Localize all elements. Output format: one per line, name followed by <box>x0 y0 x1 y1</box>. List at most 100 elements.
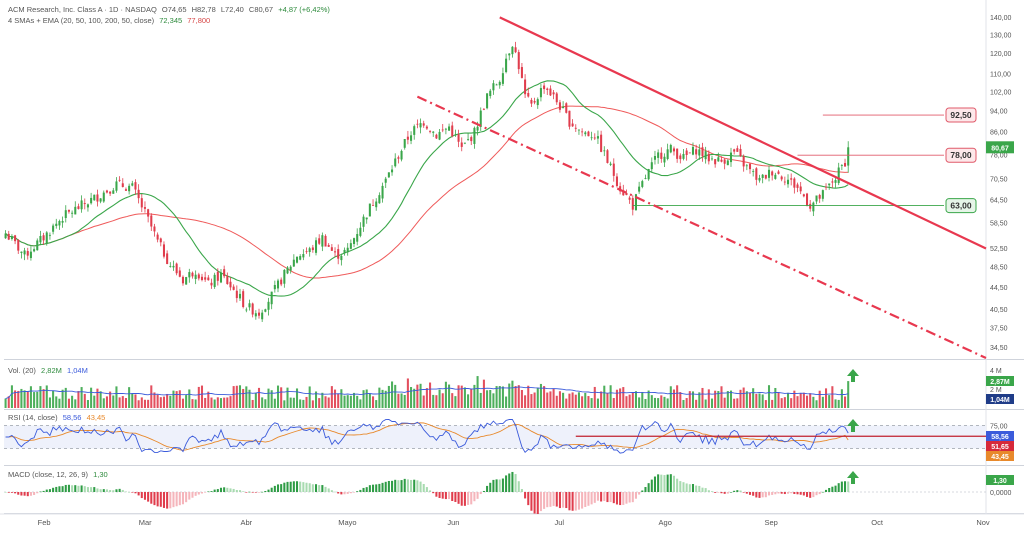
macd-histogram-bar <box>657 474 660 492</box>
macd-histogram-bar <box>327 488 330 492</box>
candle-body <box>232 286 235 290</box>
candle-body <box>710 158 714 160</box>
macd-histogram-bar <box>425 487 428 492</box>
rsi-legend[interactable]: RSI (14, close) 58,56 43,45 <box>8 413 108 422</box>
macd-histogram-bar <box>270 487 273 492</box>
macd-histogram-bar <box>444 492 447 500</box>
rsi-label: RSI (14, close) <box>8 413 58 422</box>
macd-histogram-bar <box>210 491 213 492</box>
macd-histogram-bar <box>74 485 77 492</box>
ohlc-open: O74,65 <box>161 5 187 14</box>
macd-histogram-bar <box>460 492 463 506</box>
macd-histogram-bar <box>410 479 413 492</box>
candle-body <box>511 46 514 55</box>
candle-body <box>74 206 77 215</box>
volume-bar <box>23 390 26 408</box>
ma-legend[interactable]: 4 SMAs + EMA (20, 50, 100, 200, 50, clos… <box>8 16 213 25</box>
volume-bar <box>524 395 527 408</box>
macd-histogram-bar <box>58 486 61 492</box>
volume-bar <box>676 385 679 408</box>
candle-body <box>311 247 314 251</box>
volume-bar <box>365 389 368 408</box>
candle-body <box>672 148 676 152</box>
macd-histogram-bar <box>207 491 210 493</box>
candle-body <box>128 185 131 192</box>
volume-bar <box>359 399 362 408</box>
candle-body <box>571 123 574 127</box>
macd-histogram-bar <box>625 492 628 504</box>
volume-bar <box>48 397 51 408</box>
macd-histogram-bar <box>115 489 118 492</box>
macd-histogram-bar <box>726 492 729 494</box>
candle-body <box>577 129 580 131</box>
price-tick-label: 64,50 <box>990 198 1008 205</box>
volume-bar <box>112 395 115 408</box>
candle-body <box>229 281 232 288</box>
volume-bar <box>495 386 498 408</box>
candle-body <box>302 254 305 258</box>
volume-bar <box>4 398 7 408</box>
volume-bar <box>273 398 276 408</box>
volume-bar <box>185 395 188 408</box>
candle-body <box>400 150 403 160</box>
volume-bar <box>403 394 406 408</box>
level-label: 92,50 <box>950 110 972 120</box>
x-axis-label: Ago <box>659 518 672 527</box>
rsi-ma-line <box>5 422 849 451</box>
candle-body <box>758 177 761 181</box>
volume-bar <box>302 399 305 408</box>
macd-histogram-bar <box>128 491 131 493</box>
macd-histogram-bar <box>834 485 837 492</box>
candle-body <box>118 179 121 181</box>
macd-histogram-bar <box>238 490 242 492</box>
candle-body <box>663 156 666 163</box>
candle-body <box>834 180 837 183</box>
volume-legend[interactable]: Vol. (20) 2,82M 1,04M <box>8 366 91 375</box>
macd-histogram-bar <box>742 492 745 493</box>
macd-value-1: 1,30 <box>93 470 108 479</box>
up-arrow-icon <box>847 369 859 382</box>
macd-histogram-bar <box>64 484 67 492</box>
candle-body <box>169 265 172 267</box>
candle-body <box>593 137 596 139</box>
volume-bar <box>641 391 644 408</box>
macd-histogram-bar <box>676 478 679 492</box>
candle-body <box>235 290 238 299</box>
macd-histogram-bar <box>596 492 599 501</box>
volume-bar <box>226 397 229 408</box>
volume-bar <box>216 397 219 408</box>
candle-body <box>733 149 736 152</box>
candle-body <box>463 142 466 144</box>
candle-body <box>413 126 416 135</box>
volume-bar <box>650 395 653 408</box>
macd-histogram-bar <box>438 492 441 499</box>
candle-body <box>4 233 7 239</box>
volume-bar <box>150 385 153 408</box>
volume-bar <box>188 389 191 408</box>
volume-bar <box>299 399 302 408</box>
volume-bar <box>172 390 175 408</box>
macd-histogram-bar <box>669 474 672 492</box>
candle-body <box>58 221 61 226</box>
volume-bar <box>527 385 530 408</box>
volume-bar <box>774 387 777 408</box>
volume-bar <box>387 385 390 408</box>
candle-body <box>17 239 20 251</box>
volume-axis-label: 2 M <box>990 387 1002 394</box>
macd-histogram-bar <box>17 492 20 495</box>
candle-body <box>197 274 200 279</box>
volume-bar <box>372 396 375 408</box>
macd-histogram-bar <box>162 492 166 508</box>
candle-body <box>432 131 435 133</box>
volume-bar <box>134 394 137 408</box>
macd-histogram-bar <box>397 480 400 492</box>
volume-bar <box>767 385 771 408</box>
macd-histogram-bar <box>372 484 375 492</box>
macd-histogram-bar <box>343 492 346 495</box>
price-tick-label: 102,00 <box>990 89 1012 96</box>
macd-histogram-bar <box>802 492 805 496</box>
candle-body <box>492 83 495 91</box>
level-label-box <box>945 107 977 123</box>
macd-legend[interactable]: MACD (close, 12, 26, 9) 1,30 <box>8 470 111 479</box>
